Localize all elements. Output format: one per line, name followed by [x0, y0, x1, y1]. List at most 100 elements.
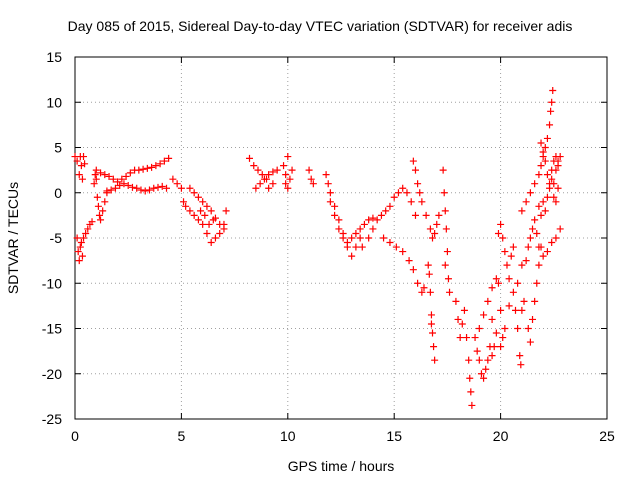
- data-point: [537, 162, 545, 170]
- x-axis-label: GPS time / hours: [288, 458, 395, 474]
- data-point: [150, 184, 158, 192]
- data-point: [358, 243, 366, 251]
- data-point: [535, 202, 543, 210]
- data-point: [209, 216, 217, 224]
- data-point: [471, 334, 479, 342]
- data-point: [468, 401, 476, 409]
- data-point: [414, 180, 422, 188]
- data-point: [550, 157, 558, 165]
- data-point: [465, 356, 473, 364]
- x-tick-label: 25: [599, 428, 615, 444]
- data-point: [203, 202, 211, 210]
- data-point: [480, 311, 488, 319]
- y-axis-label: SDTVAR / TECUs: [5, 182, 21, 294]
- data-point: [93, 193, 101, 201]
- data-point: [514, 279, 522, 287]
- data-point: [549, 86, 557, 94]
- data-point: [73, 157, 81, 165]
- data-point: [360, 220, 368, 228]
- data-point: [252, 184, 260, 192]
- data-point: [169, 175, 177, 183]
- y-tick-label: 10: [46, 94, 62, 110]
- data-point: [499, 334, 507, 342]
- data-point: [92, 166, 100, 174]
- data-point: [431, 229, 439, 237]
- data-point: [95, 211, 103, 219]
- data-point: [103, 187, 111, 195]
- data-point: [535, 171, 543, 179]
- data-point: [546, 180, 554, 188]
- x-tick-label: 0: [71, 428, 79, 444]
- data-point: [90, 180, 98, 188]
- data-point: [418, 288, 426, 296]
- data-point: [492, 275, 500, 283]
- data-point: [154, 183, 162, 191]
- data-point: [386, 202, 394, 210]
- data-point: [533, 279, 541, 287]
- data-point: [514, 325, 522, 332]
- data-point: [556, 225, 564, 233]
- data-point: [516, 352, 524, 360]
- data-point: [220, 225, 228, 233]
- data-point: [497, 306, 505, 314]
- data-point: [326, 198, 334, 206]
- data-point: [499, 234, 507, 242]
- data-point: [77, 239, 85, 247]
- y-tick-label: 15: [46, 49, 62, 65]
- data-point: [109, 175, 117, 183]
- data-point: [539, 198, 547, 206]
- data-point: [420, 284, 428, 292]
- data-point: [348, 234, 356, 242]
- data-point: [552, 153, 560, 161]
- data-point: [216, 220, 224, 228]
- data-point: [416, 189, 424, 197]
- data-point: [507, 252, 515, 260]
- data-point: [518, 261, 526, 269]
- data-point: [446, 288, 454, 296]
- data-point: [425, 270, 433, 278]
- data-point: [99, 207, 107, 215]
- y-tick-label: 0: [54, 185, 62, 201]
- data-point: [265, 171, 273, 179]
- data-point: [517, 361, 525, 369]
- data-point: [118, 175, 126, 183]
- data-point: [543, 171, 551, 179]
- data-point: [433, 220, 441, 228]
- data-point: [107, 186, 115, 194]
- data-point: [256, 180, 264, 188]
- data-point: [526, 234, 534, 242]
- data-point: [539, 148, 547, 156]
- y-tick-label: 5: [54, 140, 62, 156]
- data-point: [324, 180, 332, 188]
- data-point: [180, 198, 188, 206]
- data-point: [141, 187, 149, 195]
- data-point: [429, 234, 437, 242]
- data-point: [81, 160, 89, 168]
- data-point: [548, 175, 556, 183]
- data-point: [124, 182, 132, 190]
- data-point: [77, 162, 85, 170]
- data-point: [190, 211, 198, 219]
- data-point: [133, 184, 141, 192]
- grid-layer: [75, 57, 607, 419]
- data-point: [411, 166, 419, 174]
- data-point: [145, 186, 153, 194]
- data-point: [120, 180, 128, 188]
- data-point: [331, 211, 339, 219]
- data-point: [326, 189, 334, 197]
- data-point: [139, 165, 147, 173]
- data-point: [429, 329, 437, 337]
- y-tick-label: -25: [42, 411, 62, 427]
- data-point: [466, 374, 474, 382]
- data-point: [460, 306, 468, 314]
- data-point: [414, 279, 422, 287]
- data-point: [431, 356, 439, 364]
- x-tick-label: 5: [178, 428, 186, 444]
- data-point: [441, 207, 449, 215]
- x-tick-label: 20: [493, 428, 509, 444]
- data-point: [373, 216, 381, 224]
- data-point: [137, 186, 145, 194]
- data-point: [254, 166, 262, 174]
- data-point: [409, 157, 417, 165]
- data-point: [443, 248, 451, 256]
